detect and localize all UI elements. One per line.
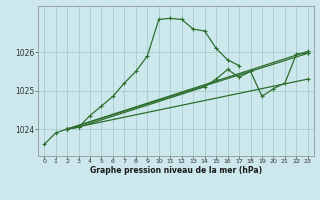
X-axis label: Graphe pression niveau de la mer (hPa): Graphe pression niveau de la mer (hPa) [90, 166, 262, 175]
